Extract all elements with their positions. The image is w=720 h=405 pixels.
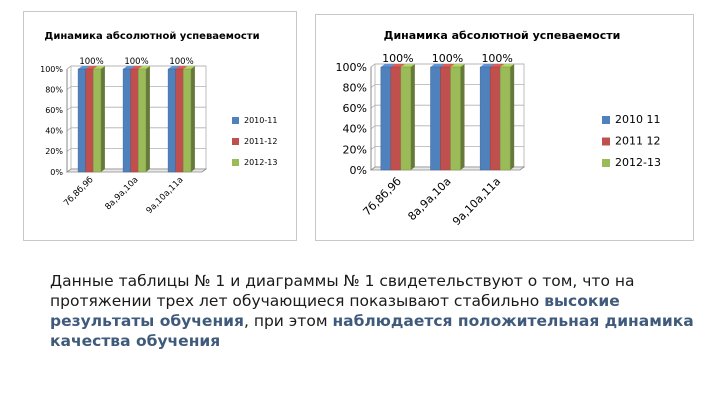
bar <box>138 68 147 173</box>
bar <box>390 66 402 171</box>
legend-swatch <box>602 116 610 124</box>
legend-swatch <box>602 159 610 167</box>
bar-top <box>400 64 415 67</box>
gridline-depth <box>66 65 72 70</box>
bar-top <box>390 64 405 67</box>
legend-label: 2012-13 <box>615 156 661 169</box>
chart-absolute-performance-2: Динамика абсолютной успеваемости 0% 20% 40%… <box>315 14 694 241</box>
legend-swatch <box>232 159 239 166</box>
bar-top <box>78 66 90 69</box>
y-tick-label: 100% <box>40 65 63 74</box>
y-tick-label: 0% <box>50 168 63 177</box>
bar <box>440 66 451 171</box>
gridline-depth <box>370 104 376 109</box>
gridline-depth <box>66 86 72 90</box>
bar <box>122 68 131 173</box>
summary-highlight-results: высокие результаты обучения <box>50 292 620 330</box>
y-tick-label: 60% <box>343 102 367 115</box>
bar <box>380 66 392 171</box>
y-tick-label: 80% <box>343 81 367 94</box>
chart-2-svg: Динамика абсолютной успеваемости 0% 20% 40%… <box>336 29 661 228</box>
bar-top <box>130 66 143 69</box>
bar-side <box>145 66 150 172</box>
bar <box>175 68 184 173</box>
legend-label: 2011 12 <box>615 135 661 148</box>
y-tick-label: 40% <box>343 123 367 136</box>
bar-top <box>85 66 98 69</box>
bar-top <box>430 64 445 67</box>
legend-label: 2011-12 <box>244 137 277 146</box>
gridline-depth <box>370 63 376 68</box>
data-label: 100% <box>79 57 103 67</box>
bar <box>489 66 501 171</box>
bar-side <box>510 64 515 170</box>
bar-top <box>138 66 150 69</box>
data-label: 100% <box>382 52 413 65</box>
legend-swatch <box>602 137 610 146</box>
gridline-depth <box>370 84 376 88</box>
bar <box>85 68 94 173</box>
bar-top <box>490 64 505 67</box>
y-tick-label: 0% <box>350 164 367 177</box>
bar <box>77 68 86 173</box>
summary-highlight-dynamics: наблюдается положительная динамика качес… <box>50 312 694 350</box>
gridline-depth <box>370 146 376 150</box>
bar <box>93 68 102 173</box>
data-label: 100% <box>481 52 512 65</box>
gridline-depth <box>370 125 376 130</box>
bar-top <box>480 64 495 67</box>
bar <box>400 66 412 171</box>
legend-swatch <box>232 138 239 145</box>
bar <box>450 66 461 171</box>
bar <box>430 66 441 171</box>
x-tick-label: 7б,8б,9б <box>361 175 405 219</box>
y-tick-label: 20% <box>45 147 63 156</box>
data-label: 100% <box>432 52 463 65</box>
chart-title: Динамика абсолютной успеваемости <box>44 30 259 42</box>
summary-text-part-1: Данные таблицы № 1 и диаграммы № 1 свиде… <box>50 272 635 310</box>
bar-top <box>183 66 195 69</box>
bar <box>183 68 192 173</box>
bar-top <box>168 66 180 69</box>
x-tick-label: 8а,9а,10а <box>103 175 140 212</box>
y-tick-label: 40% <box>45 127 63 136</box>
y-tick-label: 60% <box>45 106 63 115</box>
bar-top <box>380 64 395 67</box>
gridline-depth <box>66 127 72 132</box>
y-tick-label: 100% <box>336 61 367 74</box>
x-tick-label: 7б,8б,9б <box>62 175 95 208</box>
chart-1-svg: Динамика абсолютной успеваемости 0% 20% 40%… <box>40 30 277 216</box>
legend-label: 2010-11 <box>244 116 277 125</box>
bar-side <box>410 64 415 170</box>
bar <box>167 68 176 173</box>
gridline-depth <box>66 106 72 111</box>
x-tick-label: 8а,9а,10а <box>405 175 453 223</box>
chart-title: Динамика абсолютной успеваемости <box>384 29 621 42</box>
bar-top <box>500 64 515 67</box>
bar-top <box>175 66 188 69</box>
summary-text: Данные таблицы № 1 и диаграммы № 1 свиде… <box>50 271 710 351</box>
bar-top <box>450 64 465 67</box>
bar <box>479 66 491 171</box>
summary-text-part-2: , при этом <box>243 312 333 330</box>
bar-side <box>100 66 105 172</box>
data-label: 100% <box>169 57 193 67</box>
legend-label: 2012-13 <box>244 158 277 167</box>
y-tick-label: 20% <box>343 143 367 156</box>
x-tick-label: 9а,10а,11а <box>450 175 503 228</box>
y-tick-label: 80% <box>45 85 63 94</box>
chart-absolute-performance-1: Динамика абсолютной успеваемости 0% 20% 40%… <box>23 11 297 241</box>
legend-swatch <box>232 117 239 124</box>
x-tick-label: 9а,10а,11а <box>145 175 186 216</box>
bar <box>499 66 511 171</box>
bar-top <box>123 66 135 69</box>
bar-side <box>190 66 195 172</box>
bar-top <box>93 66 105 69</box>
bar-top <box>440 64 455 67</box>
bar <box>130 68 139 173</box>
bar-side <box>460 64 465 170</box>
legend-label: 2010 11 <box>615 113 661 126</box>
gridline-depth <box>66 148 72 152</box>
data-label: 100% <box>124 57 148 67</box>
